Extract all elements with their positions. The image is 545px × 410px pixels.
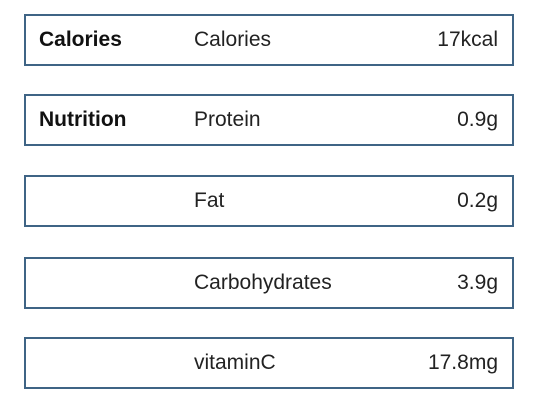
section-label-calories: Calories xyxy=(39,28,122,51)
nutrient-name: Calories xyxy=(194,28,272,51)
nutrient-name: Fat xyxy=(194,189,225,212)
protein-row: Nutrition Protein 0.9g xyxy=(24,94,514,146)
nutrient-name: vitaminC xyxy=(194,351,276,374)
vitaminc-row: vitaminC 17.8mg xyxy=(24,337,514,389)
fat-row: Fat 0.2g xyxy=(24,175,514,227)
nutrient-value: 17.8mg xyxy=(427,351,498,374)
nutrient-value: 0.2g xyxy=(457,189,498,212)
nutrient-value: 0.9g xyxy=(457,108,498,131)
section-label-nutrition: Nutrition xyxy=(39,108,127,131)
nutrient-name: Carbohydrates xyxy=(194,271,332,294)
carbohydrates-row: Carbohydrates 3.9g xyxy=(24,257,514,309)
nutrient-value: 17kcal xyxy=(437,28,498,51)
nutrient-name: Protein xyxy=(194,108,261,131)
nutrient-value: 3.9g xyxy=(457,271,498,294)
calories-row: Calories Calories 17kcal xyxy=(24,14,514,66)
